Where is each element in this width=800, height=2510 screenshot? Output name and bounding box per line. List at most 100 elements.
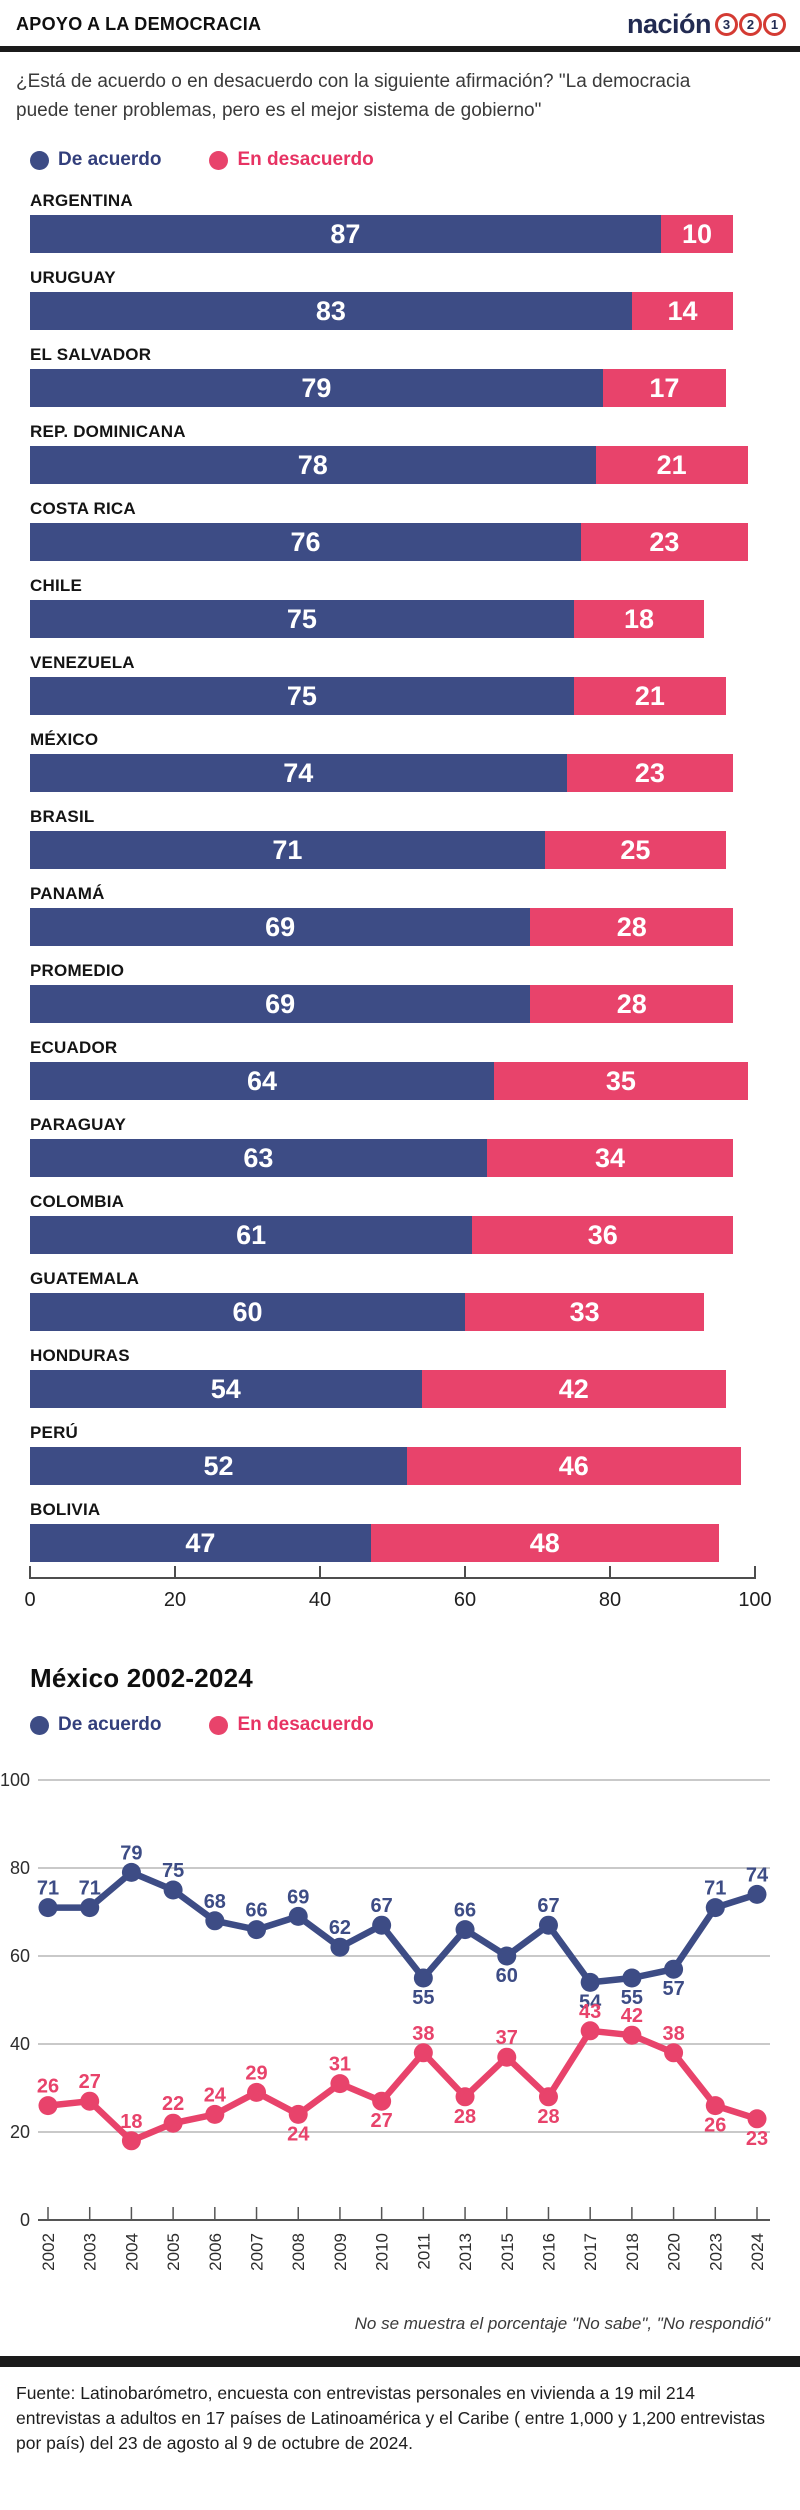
point-label-agree: 66 — [245, 1900, 267, 1922]
y-axis-label: 80 — [10, 1858, 30, 1878]
data-point-agree — [372, 1915, 392, 1935]
data-point-agree — [247, 1920, 267, 1940]
bar-track: 60 33 — [30, 1293, 755, 1331]
axis-tick — [174, 1566, 176, 1579]
agree-bar-segment: 79 — [30, 369, 603, 407]
bar-track: 69 28 — [30, 908, 755, 946]
point-label-disagree: 22 — [162, 2093, 184, 2115]
legend-item-agree: De acuerdo — [30, 149, 161, 171]
agree-value: 75 — [286, 680, 317, 711]
point-label-disagree: 28 — [454, 2106, 476, 2128]
x-axis-label: 2010 — [373, 2233, 392, 2271]
y-axis-label: 60 — [10, 1946, 30, 1966]
disagree-value: 28 — [616, 988, 647, 1019]
disagree-bar-segment: 48 — [370, 1524, 719, 1562]
agree-value: 87 — [330, 218, 361, 249]
point-label-disagree: 31 — [329, 2054, 351, 2076]
agree-bar-segment: 74 — [30, 754, 567, 792]
disagree-value: 18 — [623, 603, 655, 634]
point-label-disagree: 43 — [579, 2001, 601, 2023]
brand-digit-1: 1 — [763, 12, 786, 36]
data-point-agree — [80, 1898, 100, 1918]
agree-value: 54 — [210, 1373, 241, 1404]
data-point-agree — [38, 1898, 58, 1918]
top-divider — [0, 46, 800, 52]
point-label-agree: 66 — [454, 1900, 476, 1922]
source-text: Fuente: Latinobarómetro, encuesta con en… — [16, 2383, 766, 2453]
bar-row: CHILE 75 18 — [30, 576, 755, 638]
point-label-disagree: 26 — [37, 2076, 59, 2098]
bar-row: COSTA RICA 76 23 — [30, 499, 755, 561]
country-label: URUGUAY — [30, 268, 116, 287]
point-label-agree: 60 — [496, 1965, 518, 1987]
agree-bar-segment: 75 — [30, 600, 574, 638]
agree-bar-segment: 61 — [30, 1216, 473, 1254]
x-axis-label: 2009 — [331, 2233, 350, 2271]
axis-tick — [609, 1566, 611, 1579]
data-point-disagree — [247, 2082, 267, 2102]
disagree-value: 10 — [681, 218, 713, 249]
agree-bar-segment: 75 — [30, 677, 574, 715]
agree-dot-icon — [30, 1715, 49, 1735]
disagree-bar-segment: 42 — [421, 1370, 726, 1408]
disagree-bar-segment: 28 — [530, 985, 734, 1023]
axis-tick-label: 100 — [738, 1589, 772, 1611]
x-axis-label: 2013 — [456, 2233, 475, 2271]
bar-row: BRASIL 71 25 — [30, 807, 755, 869]
bar-track: 47 48 — [30, 1524, 755, 1562]
disagree-bar-segment: 25 — [544, 831, 726, 869]
country-label: PANAMÁ — [30, 884, 105, 903]
bar-track: 52 46 — [30, 1447, 755, 1485]
data-point-disagree — [622, 2025, 642, 2045]
bar-row: URUGUAY 83 14 — [30, 268, 755, 330]
agree-value: 79 — [301, 372, 332, 403]
point-label-agree: 69 — [287, 1886, 309, 1908]
bar-row: BOLIVIA 47 48 — [30, 1500, 755, 1562]
disagree-bar-segment: 28 — [530, 908, 734, 946]
point-label-disagree: 38 — [412, 2023, 434, 2045]
bar-row: PARAGUAY 63 34 — [30, 1115, 755, 1177]
bar-track: 75 18 — [30, 600, 755, 638]
agree-bar-segment: 83 — [30, 292, 632, 330]
trend-line-disagree — [47, 2027, 758, 2145]
data-point-agree — [747, 1884, 767, 1904]
section-title-mexico: México 2002-2024 — [30, 1663, 253, 1693]
agree-bar-segment: 52 — [30, 1447, 407, 1485]
data-point-disagree — [288, 2104, 308, 2124]
country-label: PROMEDIO — [30, 961, 125, 980]
agree-value: 78 — [297, 449, 328, 480]
bar-track: 79 17 — [30, 369, 755, 407]
axis-tick-label: 20 — [163, 1589, 187, 1611]
x-axis-label: 2015 — [498, 2233, 517, 2271]
disagree-value: 17 — [649, 372, 680, 403]
disagree-bar-segment: 36 — [472, 1216, 734, 1254]
bar-track: 54 42 — [30, 1370, 755, 1408]
point-label-disagree: 26 — [704, 2115, 726, 2137]
point-label-agree: 55 — [412, 1987, 434, 2009]
legend-label-agree: De acuerdo — [58, 1714, 162, 1735]
axis-tick — [319, 1566, 321, 1579]
country-label: COSTA RICA — [30, 499, 136, 518]
data-point-agree — [664, 1959, 684, 1979]
agree-value: 64 — [246, 1065, 278, 1096]
bar-row: PANAMÁ 69 28 — [30, 884, 755, 946]
data-point-agree — [622, 1968, 642, 1988]
disagree-bar-segment: 35 — [494, 1062, 748, 1100]
disagree-bar-segment: 17 — [602, 369, 726, 407]
disagree-value: 46 — [558, 1450, 589, 1481]
x-axis-label: 2011 — [414, 2233, 433, 2270]
country-label: COLOMBIA — [30, 1192, 125, 1211]
data-point-agree — [455, 1920, 475, 1940]
bar-track: 71 25 — [30, 831, 755, 869]
disagree-dot-icon — [209, 1715, 229, 1735]
data-point-disagree — [705, 2096, 725, 2116]
mexico-trend-line-chart: 100 80 60 40 20 0 2002 2003 2004 2005 2006 2007 2008… — [0, 1770, 770, 2271]
disagree-value: 42 — [558, 1373, 589, 1404]
legend-bar-chart: De acuerdo En desacuerdo — [30, 149, 800, 171]
x-axis-label: 2023 — [706, 2233, 725, 2271]
country-bar-chart: ARGENTINA 87 10 URUGUAY 83 14 EL SALVADOR 79 17 R… — [30, 191, 755, 1562]
data-point-agree — [163, 1880, 183, 1900]
axis-tick-label: 40 — [308, 1589, 332, 1611]
country-label: BRASIL — [30, 807, 95, 826]
data-point-disagree — [455, 2087, 475, 2107]
